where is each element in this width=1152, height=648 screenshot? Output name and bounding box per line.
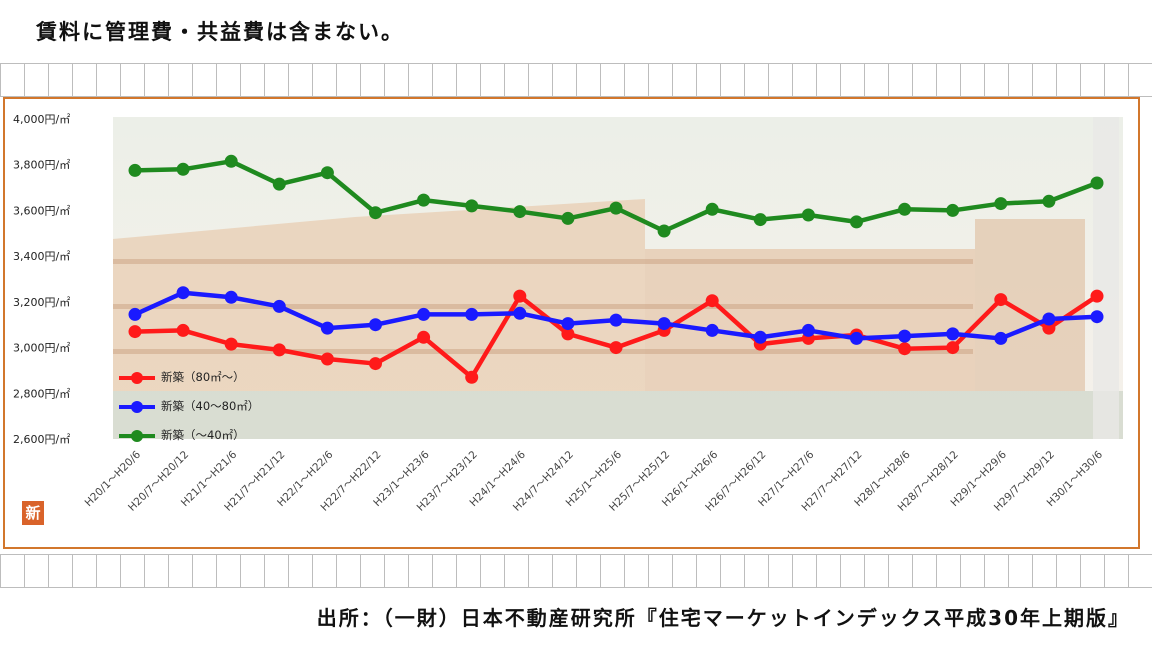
chart-legend: 新築（80㎡～） 新築（40～80㎡） 新築（～40㎡）	[119, 363, 259, 450]
data-point	[1090, 176, 1104, 190]
data-point	[1090, 310, 1104, 324]
data-point	[946, 327, 960, 341]
data-point	[561, 211, 575, 225]
data-point	[609, 313, 623, 327]
data-point	[994, 197, 1008, 211]
data-point	[465, 199, 479, 213]
data-point	[224, 337, 238, 351]
data-point	[417, 193, 431, 207]
legend-label: 新築（40～80㎡）	[161, 399, 260, 413]
data-point	[369, 318, 382, 332]
source-citation: 出所：（一財）日本不動産研究所『住宅マーケットインデックス平成30年上期版』	[316, 606, 1130, 630]
legend-label: 新築（～40㎡）	[161, 428, 245, 442]
data-point	[657, 224, 671, 238]
building-photo-background	[113, 117, 1123, 439]
data-point	[705, 294, 719, 308]
data-point	[513, 306, 527, 320]
legend-item-under-40: 新築（～40㎡）	[119, 421, 259, 450]
grid-band-bottom	[0, 554, 1152, 588]
legend-swatch-blue	[119, 400, 155, 413]
data-point	[128, 307, 142, 321]
data-point	[513, 205, 527, 219]
series-1	[128, 286, 1104, 345]
series-2	[128, 154, 1104, 238]
legend-item-80-plus: 新築（80㎡～）	[119, 363, 259, 392]
y-tick-label: 3,400円/㎡	[13, 250, 70, 263]
logo-badge: 新	[22, 501, 44, 525]
data-point	[657, 317, 671, 331]
y-tick-label: 3,200円/㎡	[13, 296, 70, 309]
rent-note: 賃料に管理費・共益費は含まない。	[36, 20, 404, 44]
data-point	[946, 341, 960, 355]
y-tick-label: 4,000円/㎡	[13, 113, 70, 126]
legend-item-40-80: 新築（40～80㎡）	[119, 392, 259, 421]
data-point	[320, 166, 334, 180]
data-point	[561, 327, 575, 341]
data-point	[369, 206, 382, 220]
data-point	[176, 162, 190, 176]
data-point	[705, 323, 719, 337]
data-point	[369, 357, 382, 371]
data-point	[801, 208, 815, 222]
legend-swatch-green	[119, 429, 155, 442]
y-tick-label: 3,600円/㎡	[13, 204, 70, 217]
data-point	[176, 323, 190, 337]
legend-label: 新築（80㎡～）	[161, 370, 245, 384]
y-tick-label: 3,000円/㎡	[13, 342, 70, 355]
y-tick-label: 3,800円/㎡	[13, 159, 70, 172]
data-point	[1042, 194, 1056, 208]
data-point	[417, 330, 431, 344]
data-point	[1090, 289, 1104, 303]
legend-swatch-red	[119, 371, 155, 384]
data-point	[609, 201, 623, 215]
data-point	[320, 321, 334, 335]
data-point	[224, 154, 238, 168]
data-point	[850, 215, 863, 229]
data-point	[513, 289, 527, 303]
data-point	[898, 342, 912, 356]
chart-frame: 2,600円/㎡ 2,800円/㎡ 3,000円/㎡ 3,200円/㎡ 3,400円/㎡…	[3, 97, 1140, 549]
data-point	[128, 325, 142, 339]
y-tick-label: 2,600円/㎡	[13, 433, 70, 446]
data-point	[753, 213, 767, 227]
data-point	[465, 370, 479, 384]
data-point	[994, 293, 1008, 307]
data-point	[898, 202, 912, 216]
data-point	[609, 341, 623, 355]
data-point	[946, 203, 960, 217]
data-point	[850, 331, 863, 345]
data-point	[320, 352, 334, 366]
data-point	[272, 343, 286, 357]
data-point	[994, 331, 1008, 345]
data-point	[898, 329, 912, 343]
data-point	[128, 163, 142, 177]
data-point	[801, 323, 815, 337]
data-point	[561, 317, 575, 331]
y-tick-label: 2,800円/㎡	[13, 387, 70, 400]
data-point	[465, 307, 479, 321]
data-point	[224, 290, 238, 304]
data-point	[705, 202, 719, 216]
data-point	[1042, 312, 1056, 326]
grid-band-top	[0, 63, 1152, 97]
rent-line-chart: 2,600円/㎡ 2,800円/㎡ 3,000円/㎡ 3,200円/㎡ 3,400円/㎡…	[13, 113, 1123, 514]
data-point	[176, 286, 190, 300]
data-point	[272, 299, 286, 313]
data-point	[272, 177, 286, 191]
data-point	[417, 307, 431, 321]
data-point	[753, 330, 767, 344]
data-point	[1042, 321, 1056, 335]
